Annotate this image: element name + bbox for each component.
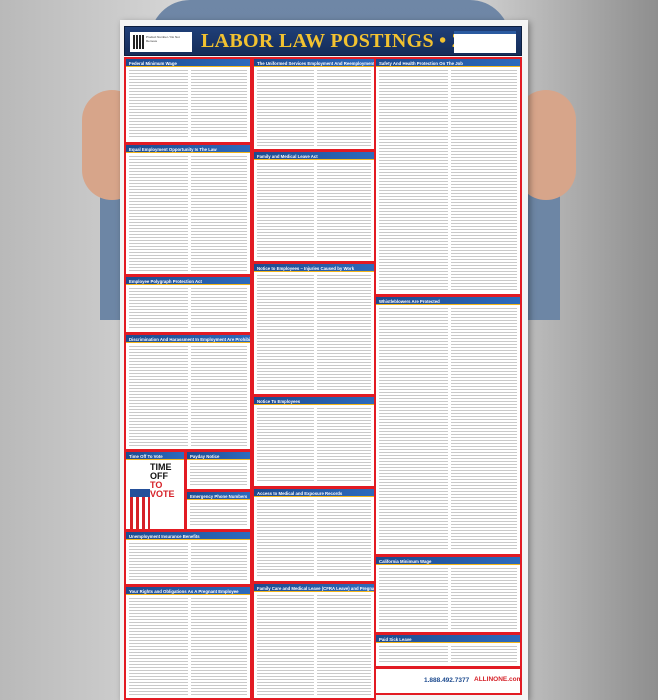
footer-phone: 1.888.492.7377	[424, 677, 470, 684]
poster-section: Time Off To Vote TIME OFF TO VOTE	[124, 450, 186, 531]
product-number-box: Product Number / Do Not Remove	[130, 32, 192, 52]
poster-section: California Minimum Wage	[374, 555, 522, 634]
column-gap	[188, 70, 191, 139]
section-heading: Emergency Phone Numbers	[187, 492, 250, 500]
vote-title: TIME OFF	[150, 462, 172, 481]
section-heading: Whistleblowers Are Protected	[376, 297, 520, 305]
section-heading: Unemployment Insurance Benefits	[126, 532, 250, 540]
column-gap	[188, 156, 191, 271]
product-number-text: Product Number / Do Not Remove	[146, 35, 180, 43]
column-gap	[448, 308, 451, 551]
poster-section: The Uniformed Services Employment And Re…	[252, 57, 376, 151]
section-heading: Employee Polygraph Protection Act	[126, 277, 250, 285]
poster-section: Payday Notice	[185, 450, 252, 491]
poster-section: Your Rights and Obligations As A Pregnan…	[124, 585, 252, 700]
section-heading: Paid Sick Leave	[376, 635, 520, 643]
column-gap	[314, 275, 317, 391]
qr-code-icon	[133, 35, 145, 49]
section-text	[190, 503, 247, 526]
section-heading: Family Care and Medical Leave (CFRA Leav…	[254, 584, 374, 592]
time-off-to-vote-graphic: TIME OFF TO VOTE	[128, 462, 182, 529]
poster-section: Paid Sick Leave	[374, 633, 522, 668]
poster-section: Access to Medical and Exposure Records	[252, 487, 376, 583]
section-heading: California Minimum Wage	[376, 557, 520, 565]
section-heading: Family and Medical Leave Act	[254, 152, 374, 160]
column-gap	[188, 543, 191, 581]
vote-subtitle: TO VOTE	[150, 480, 175, 499]
column-gap	[188, 346, 191, 446]
column-gap	[448, 646, 451, 663]
section-heading: Federal Minimum Wage	[126, 59, 250, 67]
poster-section: Notice To Employees	[252, 395, 376, 488]
poster-section: Safety And Health Protection On The Job	[374, 57, 522, 296]
column-gap	[314, 595, 317, 695]
poster-header: Product Number / Do Not Remove LABOR LAW…	[124, 26, 522, 56]
section-heading: Discrimination And Harassment In Employm…	[126, 335, 250, 343]
poster-section: Unemployment Insurance Benefits	[124, 530, 252, 586]
section-heading: The Uniformed Services Employment And Re…	[254, 59, 374, 67]
labor-law-poster: Product Number / Do Not Remove LABOR LAW…	[120, 20, 528, 700]
column-gap	[314, 163, 317, 258]
poster-footer: 1.888.492.7377 ALLINONE.com	[374, 667, 522, 695]
section-heading: Access to Medical and Exposure Records	[254, 489, 374, 497]
poster-section: Whistleblowers Are Protected	[374, 295, 522, 556]
section-heading: Equal Employment Opportunity Is The Law	[126, 145, 250, 153]
poster-section: Emergency Phone Numbers	[185, 490, 252, 531]
poster-title: LABOR LAW POSTINGS • 2018	[201, 30, 493, 52]
column-gap	[188, 598, 191, 695]
section-heading: Payday Notice	[187, 452, 250, 460]
update-info-box	[454, 31, 516, 53]
section-heading: Notice To Employees	[254, 397, 374, 405]
section-heading: Safety And Health Protection On The Job	[376, 59, 520, 67]
column-gap	[188, 288, 191, 329]
poster-section: Discrimination And Harassment In Employm…	[124, 333, 252, 451]
ballot-box-icon	[130, 489, 150, 529]
poster-section: Family and Medical Leave Act	[252, 150, 376, 263]
section-heading: Time Off To Vote	[126, 452, 184, 460]
footer-website: ALLINONE.com	[474, 676, 523, 683]
section-heading: Your Rights and Obligations As A Pregnan…	[126, 587, 250, 595]
column-gap	[448, 70, 451, 291]
column-gap	[448, 568, 451, 629]
poster-section: Federal Minimum Wage	[124, 57, 252, 144]
poster-section: Equal Employment Opportunity Is The Law	[124, 143, 252, 276]
column-gap	[314, 500, 317, 578]
poster-section: Family Care and Medical Leave (CFRA Leav…	[252, 582, 376, 700]
poster-section: Notice to Employees – Injuries Caused by…	[252, 262, 376, 396]
column-gap	[314, 70, 317, 146]
section-text	[190, 463, 247, 486]
column-gap	[314, 408, 317, 483]
poster-section: Employee Polygraph Protection Act	[124, 275, 252, 334]
section-heading: Notice to Employees – Injuries Caused by…	[254, 264, 374, 272]
